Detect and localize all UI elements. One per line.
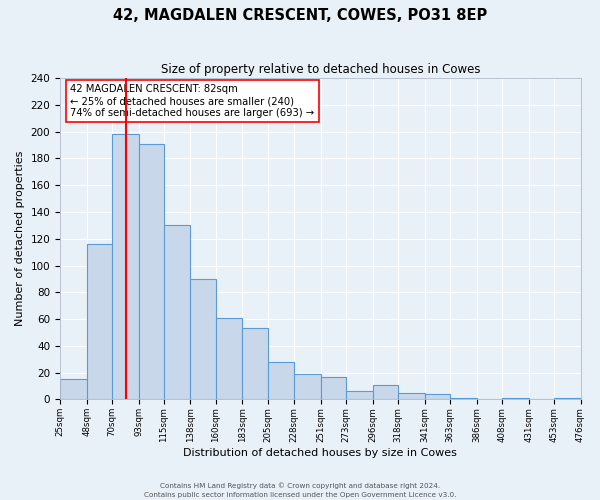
Bar (425, 394, 450, 400)
Bar (294, 374, 321, 400)
Title: Size of property relative to detached houses in Cowes: Size of property relative to detached ho… (161, 62, 480, 76)
Bar (502, 398, 529, 400)
Bar (139, 144, 164, 400)
Bar (554, 398, 581, 400)
Text: 42 MAGDALEN CRESCENT: 82sqm
← 25% of detached houses are smaller (240)
74% of se: 42 MAGDALEN CRESCENT: 82sqm ← 25% of det… (70, 84, 314, 117)
Bar (321, 376, 346, 400)
Bar (268, 362, 294, 400)
Text: Contains HM Land Registry data © Crown copyright and database right 2024.: Contains HM Land Registry data © Crown c… (160, 482, 440, 489)
Bar (242, 328, 268, 400)
Text: Contains public sector information licensed under the Open Government Licence v3: Contains public sector information licen… (144, 492, 456, 498)
Bar (450, 398, 476, 400)
Bar (346, 392, 373, 400)
Bar (60, 380, 86, 400)
X-axis label: Distribution of detached houses by size in Cowes: Distribution of detached houses by size … (184, 448, 457, 458)
Bar (112, 134, 139, 400)
Y-axis label: Number of detached properties: Number of detached properties (15, 151, 25, 326)
Bar (398, 392, 425, 400)
Bar (373, 384, 398, 400)
Text: 42, MAGDALEN CRESCENT, COWES, PO31 8EP: 42, MAGDALEN CRESCENT, COWES, PO31 8EP (113, 8, 487, 22)
Bar (86, 244, 112, 400)
Bar (164, 226, 190, 400)
Bar (190, 279, 216, 400)
Bar (216, 318, 242, 400)
